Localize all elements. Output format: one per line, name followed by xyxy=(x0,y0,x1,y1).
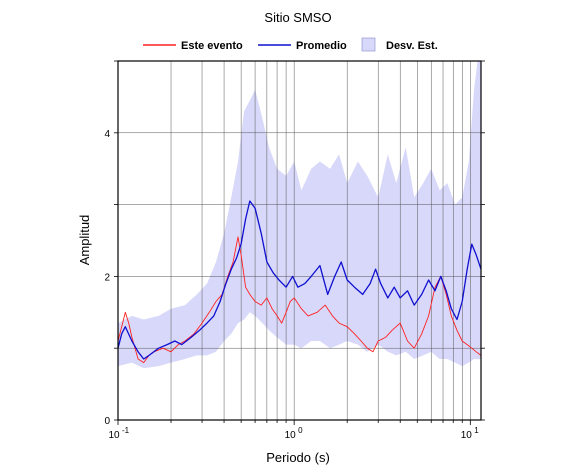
y-tick-label: 2 xyxy=(104,272,110,283)
x-tick-exponent: -1 xyxy=(122,426,130,435)
x-tick-label: 10 xyxy=(285,430,297,441)
legend-mean-label: Promedio xyxy=(296,40,347,52)
x-tick-label: 10 xyxy=(108,430,120,441)
legend-std-swatch xyxy=(361,37,376,52)
legend: Este evento Promedio Desv. Est. xyxy=(143,37,438,52)
plot-frame xyxy=(117,60,482,421)
mean-line xyxy=(117,200,482,360)
x-tick-exponent: 1 xyxy=(474,426,479,435)
y-tick-label: 4 xyxy=(104,129,110,140)
x-tick-label: 10 xyxy=(461,430,473,441)
std-band xyxy=(118,61,481,369)
chart-title: Sitio SMSO xyxy=(264,10,331,25)
y-axis-label: Amplitud xyxy=(77,215,92,266)
legend-event-label: Este evento xyxy=(181,40,243,52)
event-line xyxy=(117,236,482,364)
y-tick-label: 0 xyxy=(104,416,110,427)
legend-std-label: Desv. Est. xyxy=(386,40,438,52)
x-tick-exponent: 0 xyxy=(298,426,303,435)
x-axis-label: Periodo (s) xyxy=(266,450,330,465)
